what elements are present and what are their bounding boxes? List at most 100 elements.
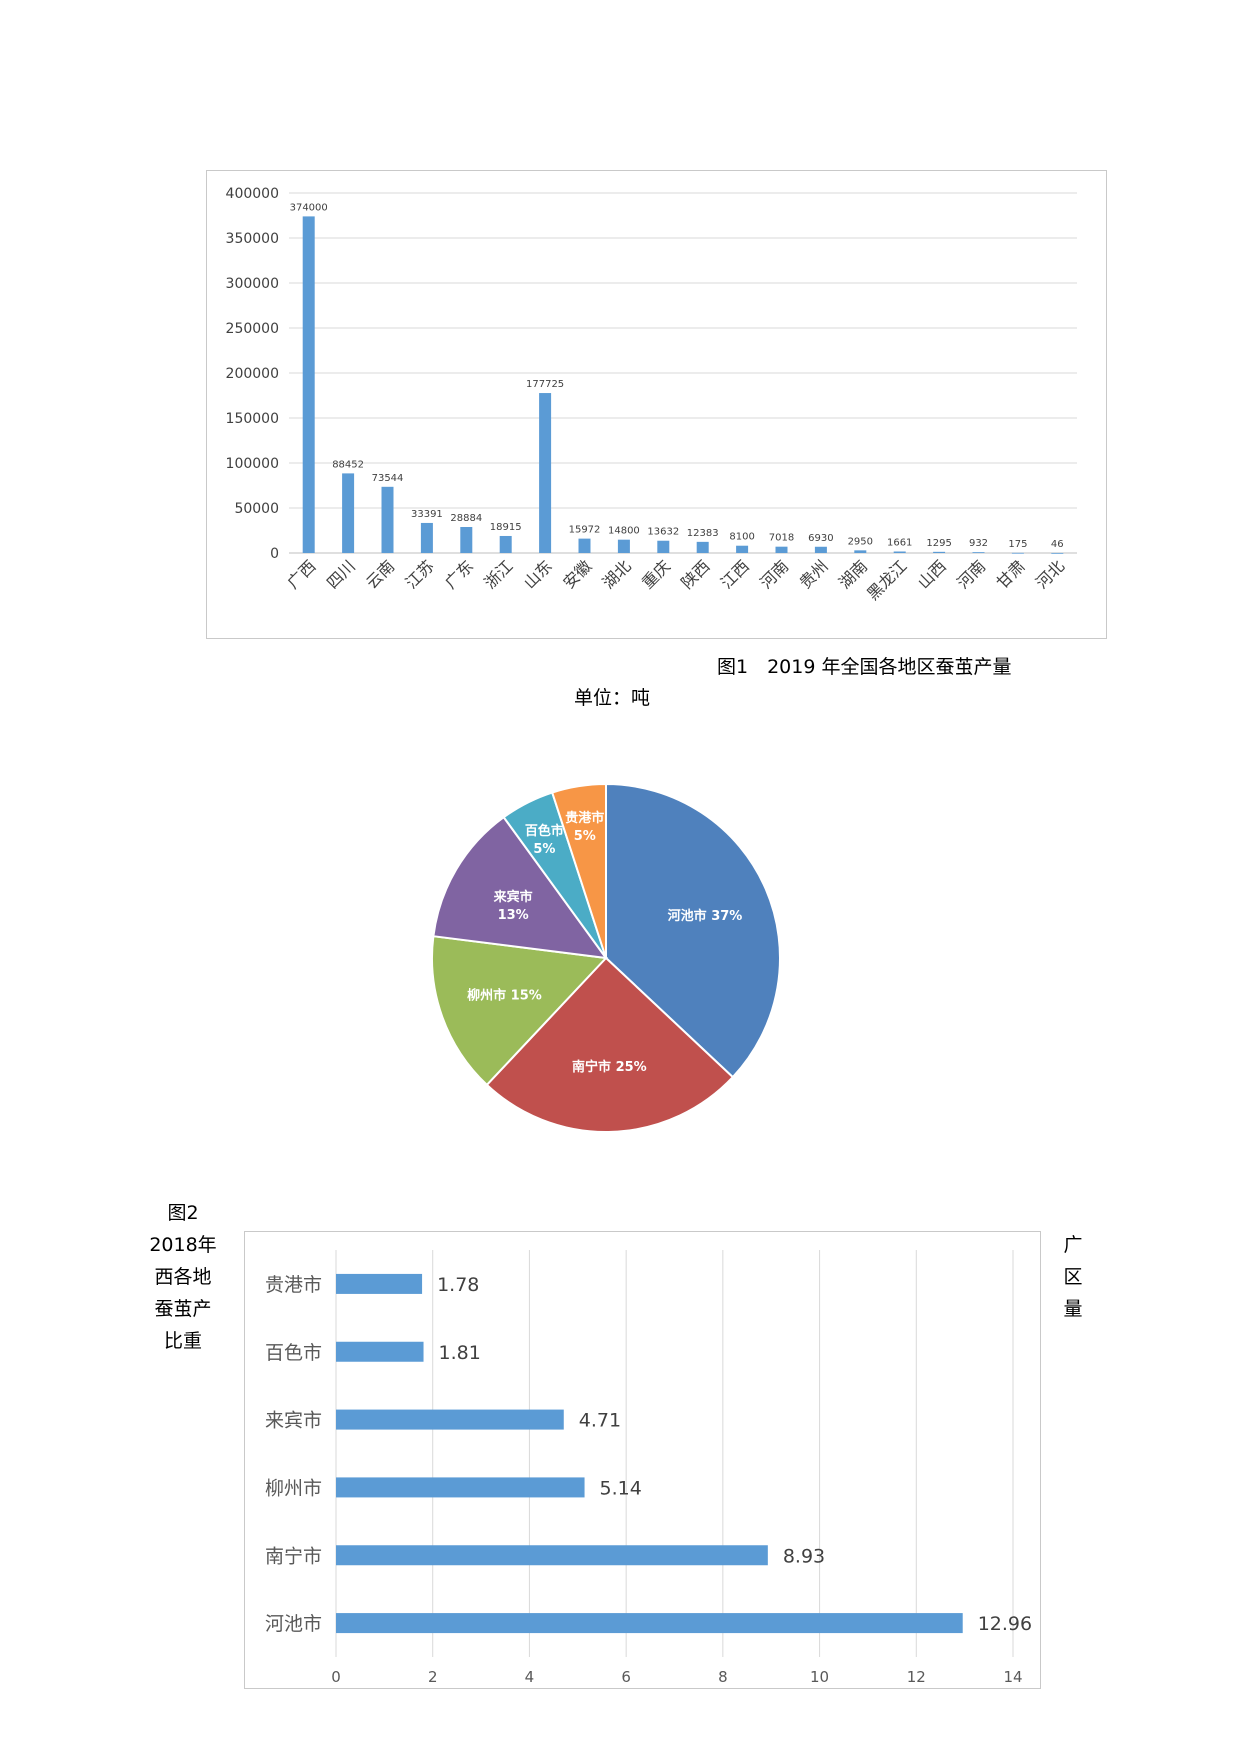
x-tick-label: 山西 [914, 556, 950, 592]
x-tick-label: 江西 [717, 556, 753, 592]
data-label: 28884 [450, 513, 482, 524]
pie-label: 河池市 37% [668, 908, 743, 924]
bar [696, 541, 709, 553]
bar [336, 1409, 564, 1430]
y-tick-label: 300000 [226, 276, 279, 292]
figure3-hbar-chart: 0 2 4 6 8 10 12 14 贵港市 1.78 百色市 1.81 来宾市 4.71 柳州市 5.14 南… [265, 1250, 1032, 1686]
caption-line: 西各地 [154, 1266, 212, 1288]
data-label: 6930 [808, 533, 833, 544]
caption-line: 比重 [163, 1330, 202, 1352]
bar [342, 473, 355, 553]
x-tick-label: 云南 [362, 556, 398, 592]
pie-label: 来宾市 13% [493, 889, 533, 923]
caption-line: 蚕茧产 [154, 1298, 212, 1320]
bar [336, 1545, 768, 1566]
data-label: 8100 [729, 532, 754, 543]
x-tick-label: 甘肃 [993, 556, 1029, 592]
figure1-chart-frame: 0 50000 100000 150000 200000 250000 300000 3500… [206, 170, 1107, 639]
x-tick-label: 浙江 [480, 556, 516, 592]
data-label: 1295 [926, 538, 951, 549]
data-label: 33391 [411, 509, 443, 520]
pie-slice [431, 935, 609, 1087]
bar [933, 551, 946, 553]
pie-label: 贵港市 5% [565, 810, 604, 844]
x-tick-label: 广东 [441, 556, 477, 592]
data-label: 177725 [526, 379, 564, 390]
pie-label: 南宁市 25% [572, 1059, 647, 1075]
caption-line: 广 [1063, 1234, 1083, 1256]
x-tick-label: 湖北 [599, 556, 635, 592]
pie-slice [550, 782, 607, 959]
pie-slice [605, 782, 781, 1079]
figure1-unit: 单位：吨 [574, 687, 651, 709]
y-tick-label: 250000 [226, 321, 279, 337]
x-tick-label: 黑龙江 [863, 556, 910, 603]
data-label: 1.78 [437, 1274, 479, 1296]
data-label: 14800 [608, 526, 640, 537]
bar [336, 1273, 423, 1294]
data-label: 88452 [332, 459, 364, 470]
y-tick-label: 200000 [226, 366, 279, 382]
x-tick-label: 安徽 [559, 556, 595, 592]
data-label: 2950 [848, 536, 873, 547]
x-tick-label: 6 [621, 1668, 631, 1686]
bar [336, 1613, 963, 1634]
data-label: 7018 [769, 533, 794, 544]
data-label: 12383 [687, 528, 719, 539]
bar [814, 546, 827, 553]
bar [381, 486, 394, 553]
x-tick-label: 2 [428, 1668, 438, 1686]
pie-slice [485, 956, 735, 1133]
data-label: 8.93 [783, 1545, 825, 1567]
pie-label-name: 贵港市 [565, 810, 604, 826]
data-label: 15972 [569, 525, 601, 536]
data-label: 175 [1008, 539, 1027, 550]
data-label: 4.71 [579, 1410, 621, 1432]
bar [499, 535, 512, 553]
category-label: 来宾市 [265, 1410, 322, 1432]
bar [1011, 552, 1024, 554]
data-label: 1661 [887, 538, 912, 549]
x-tick-label: 河南 [756, 556, 792, 592]
data-label: 46 [1051, 539, 1064, 550]
pie-slice [432, 815, 609, 960]
bar [854, 550, 867, 553]
y-tick-label: 50000 [234, 501, 279, 517]
category-label: 柳州市 [265, 1477, 322, 1499]
pie-label-pct: 13% [498, 908, 529, 923]
x-tick-label: 江苏 [402, 556, 438, 592]
data-label: 73544 [372, 473, 404, 484]
data-label: 374000 [290, 202, 328, 213]
x-tick-label: 14 [1003, 1668, 1022, 1686]
x-tick-label: 陕西 [677, 556, 713, 592]
y-tick-label: 150000 [226, 411, 279, 427]
figure2-left-caption: 图2 2018年 西各地 蚕茧产 比重 [138, 1197, 228, 1357]
figure3-chart-frame: 0 2 4 6 8 10 12 14 贵港市 1.78 百色市 1.81 来宾市 4.71 柳州市 5.14 南… [244, 1231, 1041, 1689]
data-label: 12.96 [978, 1613, 1032, 1635]
bar [1051, 552, 1064, 554]
x-tick-label: 河北 [1032, 556, 1068, 592]
data-label: 13632 [647, 527, 679, 538]
caption-line: 2018年 [149, 1234, 217, 1256]
x-tick-label: 贵州 [796, 556, 832, 592]
data-label: 1.81 [439, 1342, 481, 1364]
data-label: 18915 [490, 522, 522, 533]
x-tick-label: 12 [907, 1668, 926, 1686]
caption-line: 量 [1063, 1298, 1083, 1320]
bar [893, 551, 906, 553]
x-tick-label: 4 [525, 1668, 535, 1686]
data-label: 5.14 [600, 1477, 642, 1499]
bar [460, 527, 473, 553]
figure1-bar-chart: 0 50000 100000 150000 200000 250000 300000 3500… [226, 186, 1077, 604]
bar [336, 1477, 585, 1498]
bar [657, 540, 670, 553]
figure2-pie-chart: 河池市 37% 南宁市 25% 柳州市 15% 来宾市 13% 百色市 5% 贵港市 5% [431, 782, 781, 1133]
x-tick-label: 山东 [520, 556, 556, 592]
pie-label-pct: 5% [574, 829, 596, 844]
bar [775, 546, 788, 553]
pie-label-name: 来宾市 [493, 889, 533, 905]
bar [617, 539, 630, 553]
bar [302, 216, 315, 553]
pie-label-pct: 5% [533, 842, 555, 857]
figure2-right-caption: 广 区 量 [1058, 1229, 1088, 1325]
